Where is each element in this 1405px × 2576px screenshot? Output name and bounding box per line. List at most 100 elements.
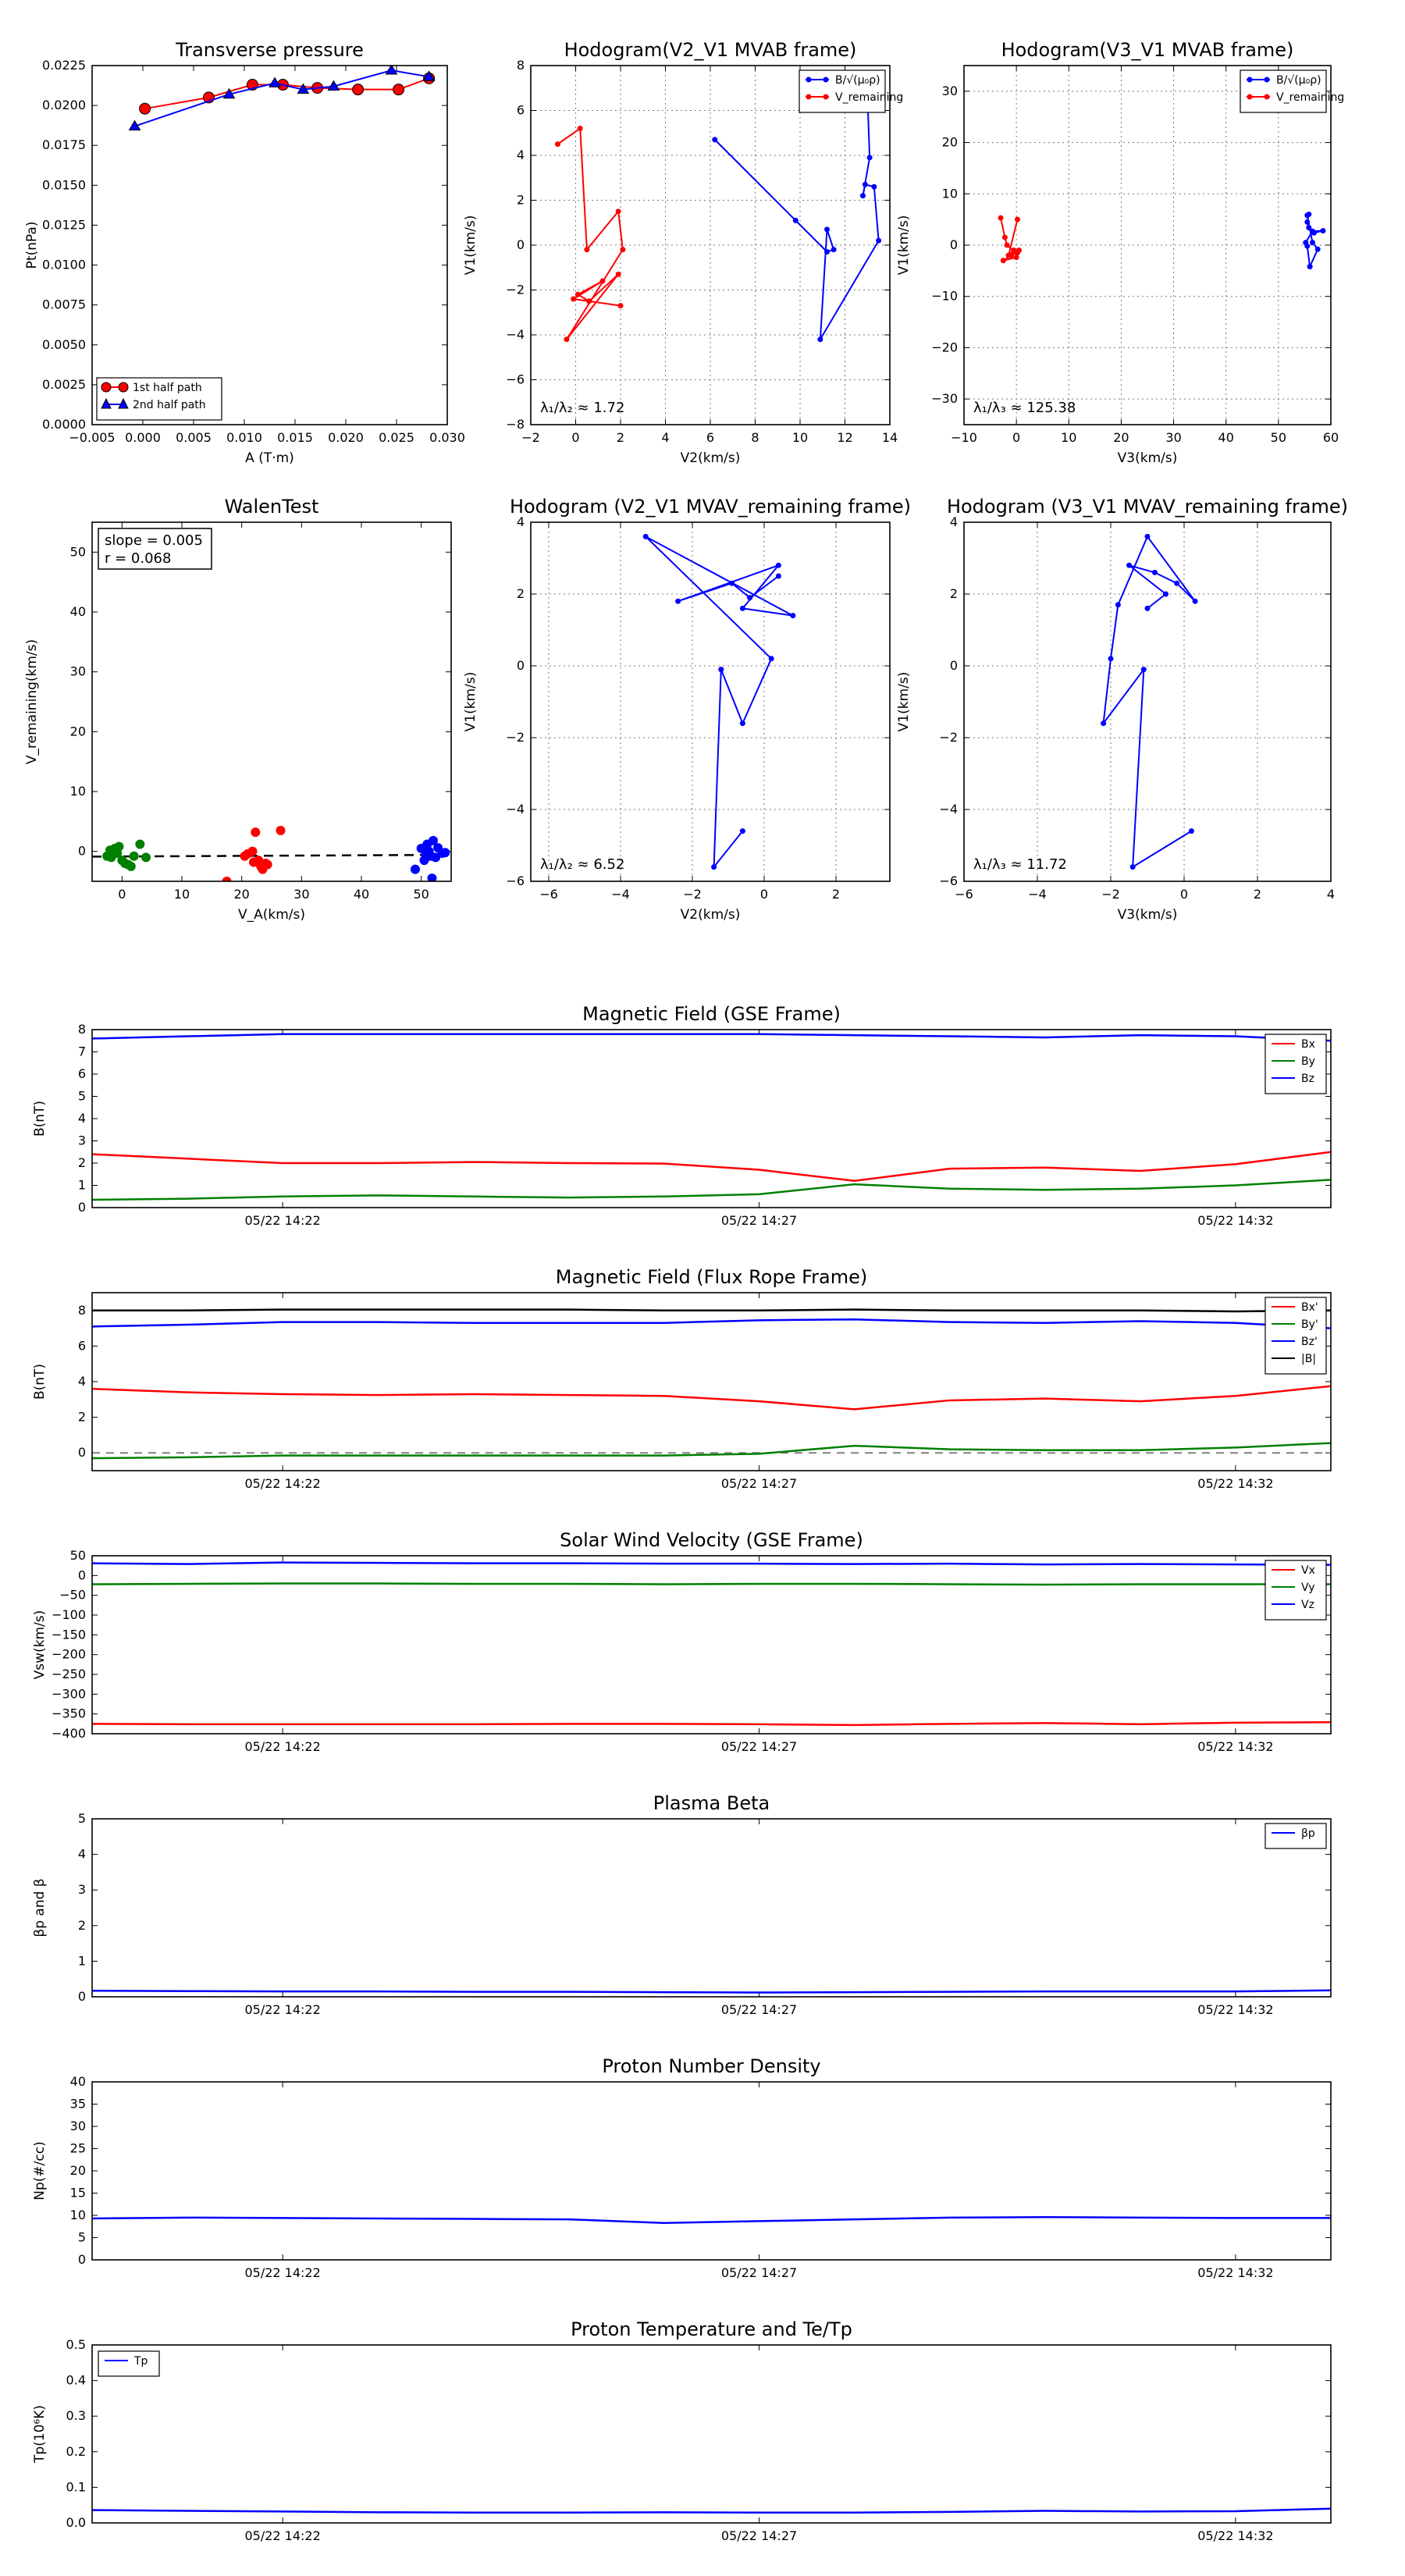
data-point	[422, 70, 436, 81]
data-point	[718, 667, 724, 673]
y-tick-label: 5	[78, 1811, 86, 1826]
x-tick-label: 05/22 14:32	[1197, 1476, 1273, 1491]
x-tick-label: 20	[1113, 430, 1129, 445]
y-tick-label: 0.0075	[42, 297, 86, 312]
x-tick-label: 50	[413, 887, 429, 902]
data-point	[768, 656, 774, 662]
legend-marker	[1247, 76, 1253, 83]
y-tick-label: −30	[931, 391, 958, 406]
series-line-1	[92, 1442, 1331, 1460]
annotation-text: λ₁/λ₂ ≈ 6.52	[540, 856, 624, 873]
plot-area	[92, 2507, 1331, 2514]
y-tick-label: 7	[78, 1044, 86, 1059]
data-point	[571, 296, 577, 302]
data-point	[790, 613, 796, 619]
y-tick-label: −400	[52, 1726, 86, 1741]
chart-h2: Hodogram(V3_V1 MVAB frame) −10 0 10 20 30 40 50…	[896, 39, 1344, 466]
data-point	[249, 857, 258, 867]
plot-frame	[91, 1555, 1332, 1735]
data-point	[615, 208, 621, 215]
plot-frame	[963, 65, 1332, 425]
data-point	[729, 580, 735, 586]
legend-box	[799, 69, 886, 113]
data-point	[427, 873, 437, 881]
series-line-0	[714, 94, 880, 340]
legend: 1st half path 2nd half path	[96, 377, 222, 421]
data-point	[586, 298, 592, 304]
data-point	[114, 841, 124, 852]
y-tick-label: −50	[59, 1588, 86, 1603]
y-tick-label: −200	[52, 1647, 86, 1662]
y-axis-label: B(nT)	[32, 1101, 48, 1137]
data-point	[617, 303, 624, 309]
x-tick-label: 6	[706, 430, 714, 445]
x-tick-label: −0.005	[69, 430, 115, 445]
y-tick-label: 6	[517, 103, 525, 118]
y-tick-label: −4	[506, 802, 525, 817]
legend-marker	[101, 382, 112, 393]
data-point	[411, 864, 420, 874]
chart-title: Hodogram (V3_V1 MVAV_remaining frame)	[947, 496, 1348, 518]
legend-marker	[806, 76, 812, 83]
data-point	[139, 102, 151, 115]
x-tick-label: 0.025	[379, 430, 414, 445]
x-tick-label: 0	[1180, 887, 1188, 902]
x-tick-label: 4	[661, 430, 669, 445]
legend-label: 2nd half path	[133, 399, 206, 411]
y-axis-label: V1(km/s)	[896, 672, 912, 732]
x-tick-label: 14	[882, 430, 898, 445]
data-point	[251, 827, 261, 838]
y-tick-label: 25	[70, 2141, 86, 2156]
plot-area	[555, 91, 882, 343]
data-point	[1307, 264, 1313, 270]
data-point	[564, 336, 570, 343]
y-tick-label: −350	[52, 1706, 86, 1721]
y-tick-label: 10	[70, 784, 86, 799]
data-point	[352, 84, 365, 96]
x-tick-label: 0.000	[125, 430, 161, 445]
y-tick-label: 0.0000	[42, 417, 86, 432]
x-tick-label: 05/22 14:27	[721, 2002, 797, 2017]
legend-label: V_remaining	[1276, 91, 1344, 104]
y-tick-label: 0.4	[66, 2373, 86, 2388]
y-tick-label: 4	[517, 148, 525, 162]
data-point	[1144, 605, 1151, 611]
data-point	[747, 595, 753, 601]
data-point	[276, 825, 286, 835]
plot-frame	[91, 2344, 1332, 2524]
data-point	[1013, 254, 1019, 261]
legend-label: Vz	[1301, 1599, 1314, 1611]
series-line-3	[92, 1308, 1331, 1313]
legend: B/√(μ₀ρ) V_remaining	[1240, 69, 1344, 113]
data-point	[393, 84, 405, 96]
x-tick-label: 05/22 14:32	[1197, 1213, 1273, 1228]
data-point	[141, 852, 151, 863]
data-point	[1129, 864, 1136, 870]
legend-label: |B|	[1301, 1353, 1316, 1365]
chart-title: Hodogram(V2_V1 MVAB frame)	[564, 39, 857, 61]
plot-frame	[91, 1818, 1332, 1998]
chart-h3: Hodogram (V2_V1 MVAV_remaining frame) −6 −…	[463, 496, 911, 923]
y-tick-label: 30	[942, 84, 958, 98]
y-tick-label: 5	[78, 2230, 86, 2245]
y-tick-label: −100	[52, 1607, 86, 1622]
x-tick-label: −6	[539, 887, 558, 902]
y-tick-label: −2	[939, 730, 958, 745]
legend: Tp	[98, 2350, 160, 2377]
data-point	[222, 87, 236, 99]
data-point	[876, 237, 882, 244]
legend-marker	[101, 397, 112, 409]
legend-marker	[118, 397, 129, 409]
y-tick-label: 0	[78, 844, 86, 859]
chart-title: Plasma Beta	[653, 1792, 770, 1814]
legend-label: Vx	[1301, 1564, 1315, 1577]
x-tick-label: −2	[683, 887, 702, 902]
chart-title: Hodogram (V2_V1 MVAV_remaining frame)	[510, 496, 911, 518]
y-tick-label: −6	[939, 873, 958, 888]
x-tick-label: 40	[354, 887, 369, 902]
chart-h1: Hodogram(V2_V1 MVAB frame) −2 0 2 4 6 8 10 12 14 −…	[463, 39, 903, 466]
y-axis-label: V_remaining(km/s)	[24, 639, 40, 764]
data-point	[871, 183, 877, 190]
y-tick-label: 0	[517, 237, 525, 252]
legend: B/√(μ₀ρ) V_remaining	[799, 69, 903, 113]
